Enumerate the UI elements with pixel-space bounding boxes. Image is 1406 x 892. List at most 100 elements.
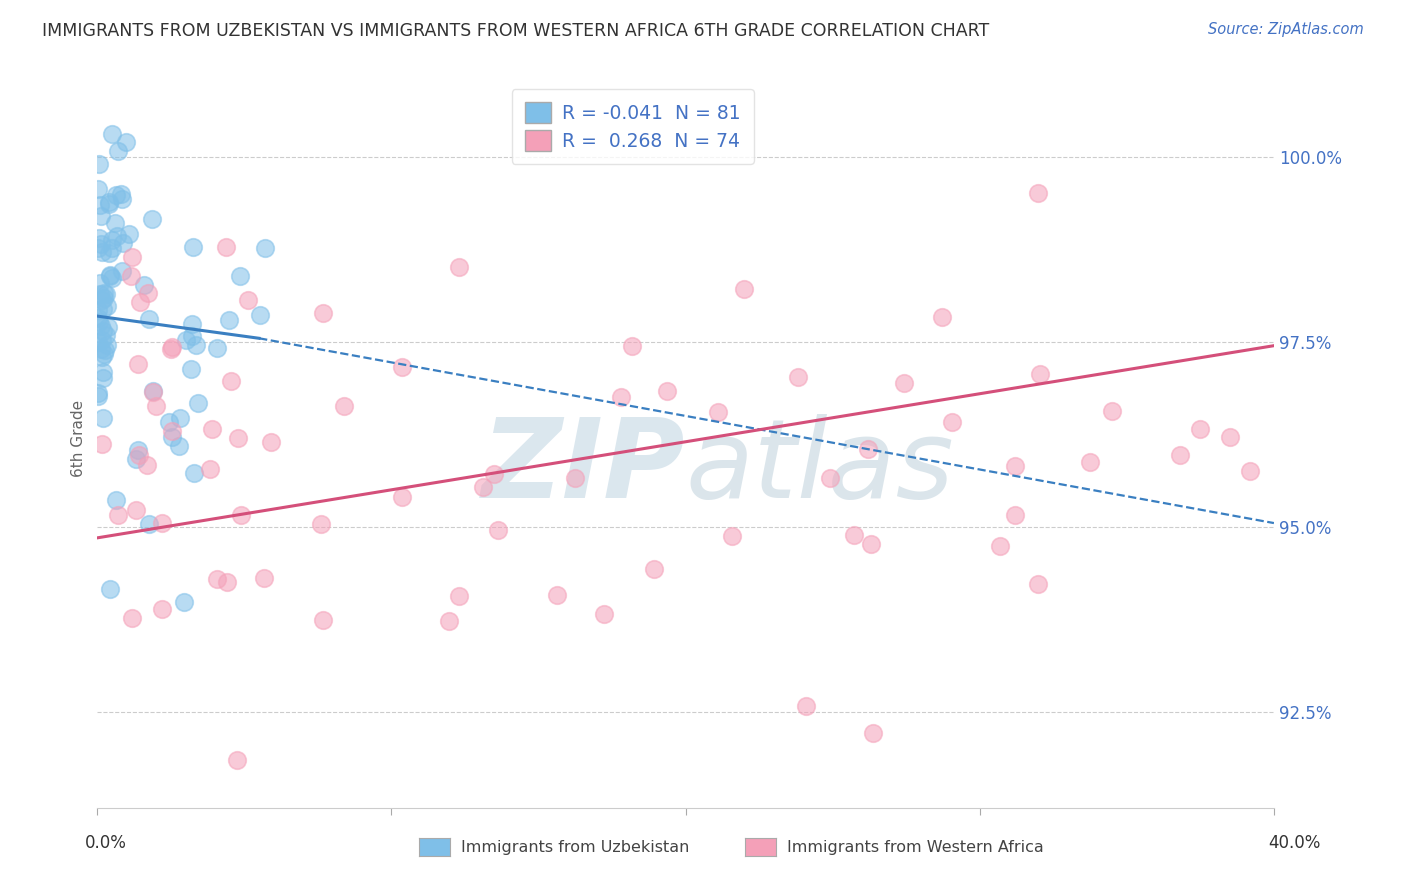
Point (87, 302, 110, 317)
Point (111, 264, 134, 278)
Point (110, 186, 132, 201)
Point (118, 227, 141, 242)
Point (312, 306, 335, 320)
Point (720, 528, 742, 542)
Point (218, 313, 240, 327)
Point (610, 390, 633, 404)
Point (136, 458, 159, 473)
Point (90, 350, 112, 364)
Point (136, 286, 159, 301)
Point (225, 753, 247, 767)
Point (482, 467, 505, 481)
Point (101, 127, 124, 141)
Point (183, 466, 205, 480)
Point (226, 431, 249, 445)
Point (121, 251, 143, 265)
Point (114, 135, 136, 149)
Point (231, 508, 253, 522)
Point (98, 582, 121, 597)
Point (128, 448, 150, 462)
Point (180, 329, 202, 343)
Point (1004, 458, 1026, 473)
Point (238, 293, 260, 307)
Point (253, 241, 276, 255)
Point (87, 314, 110, 328)
Point (111, 192, 134, 206)
Point (89, 198, 111, 212)
Point (157, 415, 180, 429)
Point (100, 269, 122, 284)
Point (859, 536, 882, 550)
Point (643, 562, 665, 576)
Text: atlas: atlas (686, 414, 955, 521)
Point (98, 196, 121, 211)
Point (87, 334, 110, 349)
Point (98, 268, 121, 282)
Point (134, 277, 156, 292)
Point (253, 571, 276, 585)
Point (141, 212, 163, 227)
Point (87, 182, 110, 196)
Text: Source: ZipAtlas.com: Source: ZipAtlas.com (1208, 22, 1364, 37)
Point (160, 430, 183, 444)
Point (150, 516, 173, 530)
Text: Immigrants from Western Africa: Immigrants from Western Africa (787, 840, 1045, 855)
Point (93, 347, 115, 361)
Point (101, 271, 124, 285)
Point (733, 282, 755, 296)
Point (486, 523, 509, 537)
Point (249, 308, 271, 322)
Point (86, 388, 108, 402)
Point (1080, 455, 1102, 469)
Point (391, 360, 413, 375)
Y-axis label: 6th Grade: 6th Grade (72, 400, 86, 476)
Point (215, 240, 238, 254)
Point (941, 415, 963, 429)
Point (91, 324, 114, 338)
Point (181, 317, 204, 331)
Point (152, 602, 174, 616)
Point (176, 334, 198, 348)
Point (1168, 448, 1191, 462)
Point (1029, 367, 1052, 381)
Point (181, 240, 204, 254)
Point (794, 698, 817, 713)
Point (592, 607, 614, 621)
Point (1101, 404, 1123, 418)
Point (111, 236, 134, 251)
Point (787, 370, 810, 384)
Point (97, 319, 120, 334)
Point (145, 399, 167, 413)
Point (201, 422, 224, 436)
Point (187, 396, 209, 410)
Point (90, 319, 112, 334)
Point (1026, 576, 1049, 591)
Point (173, 595, 195, 609)
Point (96, 328, 118, 343)
Point (1004, 508, 1026, 523)
Point (90, 237, 112, 252)
Point (125, 503, 148, 517)
Point (620, 339, 643, 353)
Point (437, 614, 460, 628)
Point (931, 310, 953, 325)
Point (546, 588, 568, 602)
Point (91, 437, 114, 451)
Point (96, 299, 118, 313)
Point (127, 357, 149, 371)
Point (707, 405, 730, 419)
Point (1239, 464, 1261, 478)
Point (1189, 422, 1212, 436)
Point (842, 528, 865, 542)
Point (91, 293, 114, 308)
Point (862, 726, 884, 740)
Point (184, 338, 207, 352)
Point (89, 277, 111, 291)
Point (93, 291, 115, 305)
Point (447, 589, 470, 603)
Point (104, 217, 127, 231)
Point (142, 384, 165, 398)
Point (162, 424, 184, 438)
Point (121, 611, 143, 625)
Point (90, 244, 112, 259)
